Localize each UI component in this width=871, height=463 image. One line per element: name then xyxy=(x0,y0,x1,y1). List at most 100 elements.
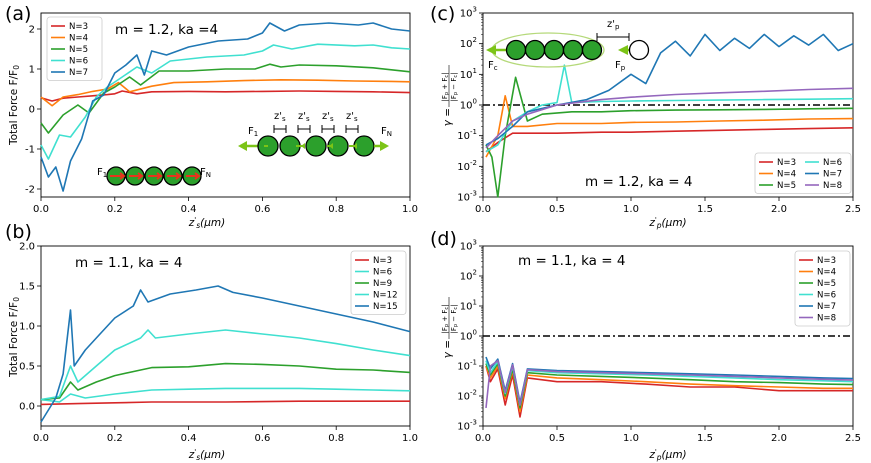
xtick-label-b: 0.0 xyxy=(33,433,49,444)
xtick-label-c: 1.5 xyxy=(697,204,713,215)
ytick-label-d: 103 xyxy=(460,239,477,253)
series-line-a-N4 xyxy=(40,79,411,107)
ytick-label-a: 2 xyxy=(29,25,35,36)
svg-text:z's: z's xyxy=(298,111,310,123)
xtick-label-b: 0.2 xyxy=(107,433,123,444)
ylabel-c: γ = |Fp + Fc| |Fp − Fc| xyxy=(441,65,459,126)
legend-label-d: N=4 xyxy=(817,268,836,278)
ytick-label-a: -2 xyxy=(25,185,35,196)
ytick-label-c: 102 xyxy=(460,36,477,50)
inset-chain-c: z'p Fc Fp xyxy=(486,19,650,72)
xtick-label-c: 0.0 xyxy=(475,204,491,215)
series-group-c xyxy=(483,33,854,198)
ytick-label-c: 101 xyxy=(460,67,477,81)
ytick-label-d: 10-3 xyxy=(457,419,477,433)
legend-b: N=3 N=6N=9 N=12N=15 xyxy=(350,250,407,315)
xlabel-a: z's(μm) xyxy=(188,216,225,230)
panel-label-b: (b) xyxy=(5,221,32,243)
xlabel-c: z'p(μm) xyxy=(648,216,686,230)
legend-label-d: N=6 xyxy=(817,291,836,301)
legend-label-d: N=7 xyxy=(817,302,836,312)
panel-a: 0.0 0.2 0.4 0.6 0.8 1.0 -2 -1 0 1 2 m = 1.2, ka =4… xyxy=(8,12,418,230)
annotation-a: m = 1.2, ka =4 xyxy=(115,22,218,38)
legend-label-b: N=15 xyxy=(373,302,398,312)
series-group-a xyxy=(40,22,411,192)
series-line-a-N3 xyxy=(40,90,411,102)
ytick-label-d: 10-1 xyxy=(457,359,477,373)
series-line-b-N12 xyxy=(40,329,411,401)
legend-label-a: N=5 xyxy=(69,45,88,55)
xtick-label-c: 2.0 xyxy=(771,204,787,215)
legend-label-d: N=3 xyxy=(817,256,836,266)
panel-label-d: (d) xyxy=(430,228,457,250)
xtick-label-d: 1.5 xyxy=(697,433,713,444)
xtick-label-b: 1.0 xyxy=(402,433,418,444)
ytick-label-c: 100 xyxy=(460,98,477,112)
legend-label-b: N=6 xyxy=(373,268,392,278)
series-line-c-N3 xyxy=(485,127,854,153)
ytick-label-d: 101 xyxy=(460,299,477,313)
svg-text:z's: z's xyxy=(274,111,286,123)
xtick-label-d: 0.5 xyxy=(549,433,565,444)
ytick-label-a: 1 xyxy=(29,65,35,76)
panel-d: 0.0 0.5 1.0 1.5 2.0 2.5 10-3 10-2 10-1 100 101 102 1… xyxy=(441,239,861,463)
inset-a-spacing-4: z's xyxy=(345,111,359,133)
xtick-label-c: 0.5 xyxy=(549,204,565,215)
inset-c-fp: Fp xyxy=(615,60,626,72)
ylabel-b: Total Force F/F0 xyxy=(8,297,21,378)
legend-label-a: N=3 xyxy=(69,22,88,32)
inset-a-spacing-2: z's xyxy=(297,111,311,133)
legend-label-a: N=6 xyxy=(69,57,88,67)
xtick-label-d: 0.0 xyxy=(475,433,491,444)
inset-a-left-force: F1 xyxy=(248,126,258,138)
ytick-label-c: 10-2 xyxy=(457,159,477,173)
ytick-label-b: 0.5 xyxy=(19,362,35,373)
xlabel-b: z's(μm) xyxy=(188,448,225,462)
ytick-label-b: 0.0 xyxy=(19,402,35,413)
ytick-label-c: 10-3 xyxy=(457,190,477,204)
series-line-b-N3 xyxy=(40,400,410,406)
legend-label-c: N=5 xyxy=(777,181,796,191)
ytick-label-d: 102 xyxy=(460,269,477,283)
legend-label-b: N=12 xyxy=(373,291,398,301)
series-group-b xyxy=(40,285,411,423)
svg-text:γ =: γ = xyxy=(442,108,454,126)
series-group-d xyxy=(483,335,854,418)
xtick-label-a: 0.0 xyxy=(33,204,49,215)
ytick-label-d: 100 xyxy=(460,329,477,343)
series-line-a-N5 xyxy=(40,63,411,134)
legend-a: N=3 N=4N=5 N=6N=7 xyxy=(46,16,103,81)
ticks-group-b: 0.0 0.2 0.4 0.6 0.8 1.0 0.0 0.5 1.0 1.5 2.0 xyxy=(19,242,418,445)
legend-label-d: N=5 xyxy=(817,279,836,289)
legend-label-a: N=4 xyxy=(69,34,88,44)
inset-a-spacing-3: z's xyxy=(321,111,335,133)
svg-text:γ =: γ = xyxy=(442,340,454,358)
ytick-label-b: 1.5 xyxy=(19,282,35,293)
xtick-label-d: 2.5 xyxy=(845,433,861,444)
xtick-label-a: 0.2 xyxy=(107,204,123,215)
series-line-b-N6 xyxy=(40,387,411,403)
panel-b: 0.0 0.2 0.4 0.6 0.8 1.0 0.0 0.5 1.0 1.5 2.0 m = 1.… xyxy=(8,242,418,463)
legend-label-c: N=4 xyxy=(777,170,796,180)
series-line-b-N15 xyxy=(40,285,411,423)
xlabel-d: z'p(μm) xyxy=(648,448,686,462)
svg-text:|Fp − Fc|: |Fp − Fc| xyxy=(450,304,459,333)
legend-label-c: N=3 xyxy=(777,158,796,168)
legend-box-d xyxy=(794,250,851,327)
series-line-b-N9 xyxy=(40,362,411,401)
legend-label-c: N=8 xyxy=(823,181,842,191)
xtick-label-a: 0.4 xyxy=(181,204,197,215)
plot-frame-a xyxy=(40,12,411,198)
panel-c: 0.0 0.5 1.0 1.5 2.0 2.5 10-3 10-2 10-1 100 101 102 1… xyxy=(441,6,861,231)
xtick-label-d: 2.0 xyxy=(771,433,787,444)
xtick-label-a: 0.6 xyxy=(254,204,270,215)
series-line-d-N8 xyxy=(485,359,854,408)
series-line-a-N6 xyxy=(40,43,411,160)
ytick-label-c: 10-1 xyxy=(457,128,477,142)
ytick-label-c: 103 xyxy=(460,6,477,20)
inset-a-f1-text: F1 xyxy=(97,167,107,179)
ytick-label-b: 1.0 xyxy=(19,322,35,333)
xtick-label-b: 0.4 xyxy=(181,433,197,444)
ytick-label-a: -1 xyxy=(25,145,35,156)
